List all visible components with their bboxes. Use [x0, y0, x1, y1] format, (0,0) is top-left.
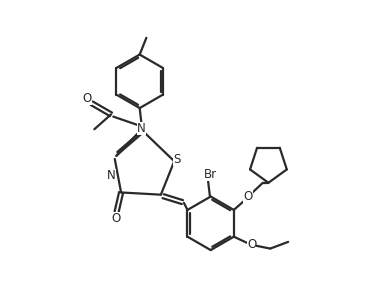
Text: Br: Br — [204, 168, 217, 181]
Text: O: O — [111, 212, 121, 225]
Text: S: S — [173, 153, 180, 166]
Text: N: N — [137, 122, 146, 135]
Text: O: O — [83, 92, 92, 105]
Text: N: N — [107, 169, 115, 182]
Text: O: O — [247, 238, 256, 251]
Text: O: O — [243, 190, 253, 203]
